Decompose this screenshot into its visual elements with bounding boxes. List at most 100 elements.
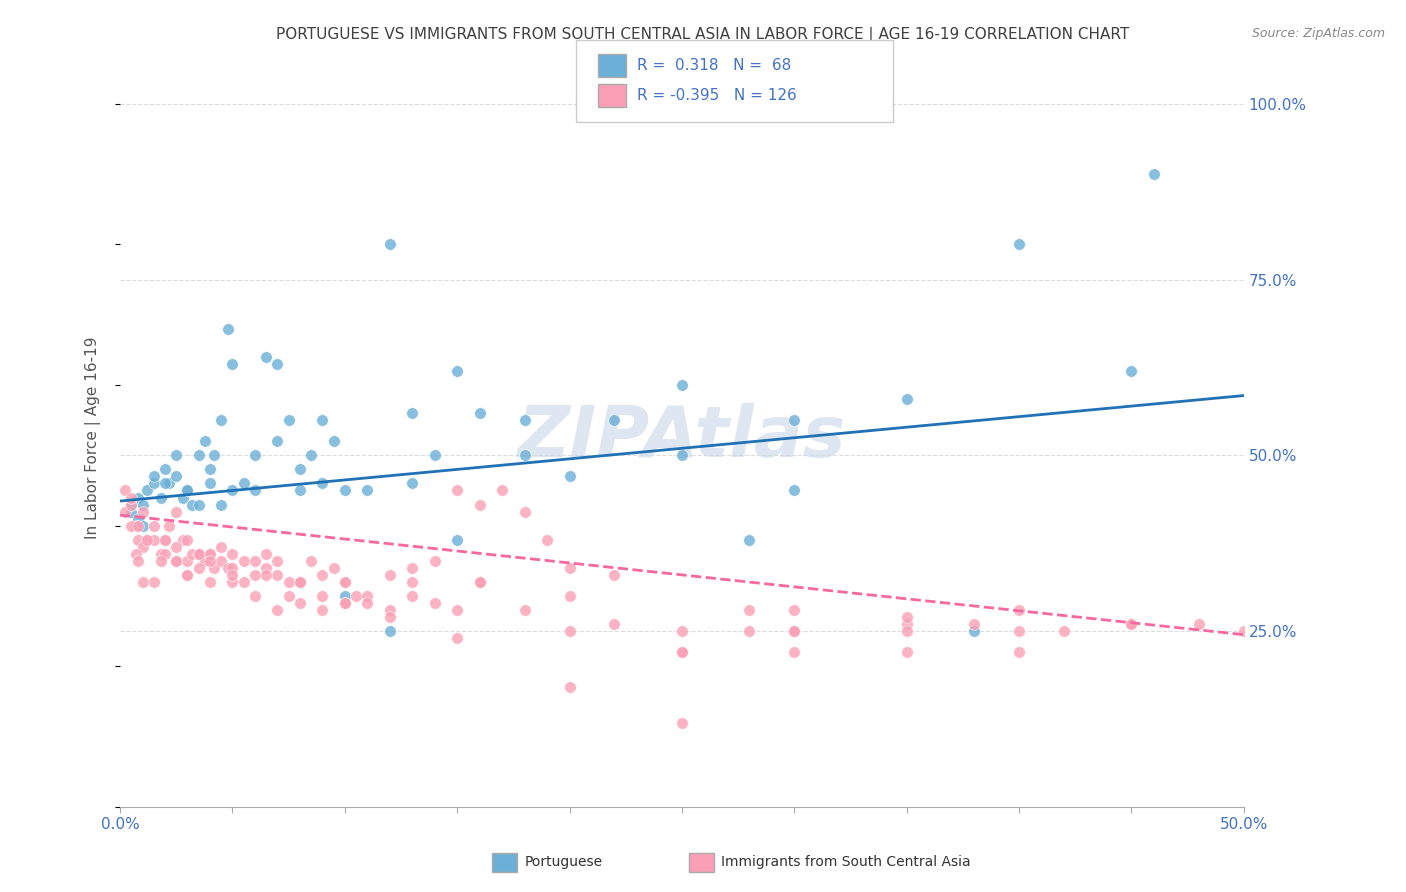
Point bbox=[963, 617, 986, 632]
Point bbox=[153, 533, 176, 547]
Point bbox=[153, 533, 176, 547]
Point bbox=[142, 518, 165, 533]
Point bbox=[1008, 624, 1031, 639]
Point bbox=[513, 413, 536, 427]
Point bbox=[288, 574, 311, 589]
Point bbox=[468, 574, 491, 589]
Point bbox=[125, 518, 148, 533]
Point bbox=[127, 533, 149, 547]
Point bbox=[221, 568, 243, 582]
Point bbox=[783, 413, 806, 427]
Point bbox=[187, 547, 209, 561]
Point bbox=[311, 476, 333, 491]
Point bbox=[165, 554, 187, 568]
Point bbox=[176, 483, 198, 498]
Point bbox=[142, 476, 165, 491]
Point bbox=[204, 448, 226, 462]
Point bbox=[165, 505, 187, 519]
Point bbox=[738, 603, 761, 617]
Point bbox=[311, 603, 333, 617]
Point bbox=[1143, 167, 1166, 181]
Point bbox=[558, 469, 581, 483]
Point bbox=[243, 554, 266, 568]
Text: Portuguese: Portuguese bbox=[524, 855, 603, 869]
Point bbox=[513, 505, 536, 519]
Point bbox=[243, 568, 266, 582]
Point bbox=[114, 483, 136, 498]
Point bbox=[446, 603, 468, 617]
Point bbox=[783, 624, 806, 639]
Point bbox=[131, 498, 153, 512]
Point bbox=[243, 483, 266, 498]
Point bbox=[131, 505, 153, 519]
Point bbox=[120, 498, 142, 512]
Point bbox=[277, 413, 299, 427]
Point bbox=[896, 624, 918, 639]
Point bbox=[1008, 603, 1031, 617]
Point bbox=[288, 574, 311, 589]
Point bbox=[243, 589, 266, 603]
Point bbox=[322, 434, 344, 449]
Point bbox=[136, 483, 159, 498]
Point bbox=[159, 476, 181, 491]
Point bbox=[125, 547, 148, 561]
Point bbox=[217, 561, 239, 575]
Point bbox=[165, 448, 187, 462]
Point bbox=[172, 533, 194, 547]
Point bbox=[513, 603, 536, 617]
Point bbox=[344, 589, 367, 603]
Point bbox=[277, 574, 299, 589]
Point bbox=[558, 624, 581, 639]
Point bbox=[333, 596, 356, 610]
Point bbox=[311, 413, 333, 427]
Point bbox=[299, 448, 322, 462]
Point bbox=[187, 561, 209, 575]
Point bbox=[194, 434, 217, 449]
Point bbox=[131, 518, 153, 533]
Text: R = -0.395   N = 126: R = -0.395 N = 126 bbox=[637, 88, 797, 103]
Point bbox=[232, 476, 254, 491]
Point bbox=[198, 547, 221, 561]
Point bbox=[142, 469, 165, 483]
Point bbox=[187, 547, 209, 561]
Point bbox=[468, 574, 491, 589]
Point bbox=[198, 547, 221, 561]
Point bbox=[198, 574, 221, 589]
Point bbox=[165, 554, 187, 568]
Point bbox=[1121, 364, 1143, 378]
Point bbox=[120, 491, 142, 505]
Point bbox=[1121, 617, 1143, 632]
Point bbox=[356, 589, 378, 603]
Point bbox=[333, 574, 356, 589]
Point bbox=[311, 568, 333, 582]
Point bbox=[288, 462, 311, 476]
Point bbox=[176, 483, 198, 498]
Point bbox=[401, 561, 423, 575]
Point bbox=[446, 533, 468, 547]
Point bbox=[558, 681, 581, 695]
Point bbox=[671, 715, 693, 730]
Point bbox=[401, 589, 423, 603]
Point bbox=[266, 357, 288, 371]
Point bbox=[333, 574, 356, 589]
Point bbox=[254, 561, 277, 575]
Point bbox=[423, 596, 446, 610]
Point bbox=[176, 568, 198, 582]
Point bbox=[266, 434, 288, 449]
Point bbox=[266, 568, 288, 582]
Point bbox=[127, 491, 149, 505]
Point bbox=[446, 483, 468, 498]
Point bbox=[288, 596, 311, 610]
Point bbox=[356, 596, 378, 610]
Point bbox=[671, 645, 693, 659]
Point bbox=[896, 645, 918, 659]
Point bbox=[333, 483, 356, 498]
Point bbox=[232, 554, 254, 568]
Point bbox=[198, 462, 221, 476]
Point bbox=[423, 448, 446, 462]
Point bbox=[783, 624, 806, 639]
Point bbox=[254, 350, 277, 364]
Text: PORTUGUESE VS IMMIGRANTS FROM SOUTH CENTRAL ASIA IN LABOR FORCE | AGE 16-19 CORR: PORTUGUESE VS IMMIGRANTS FROM SOUTH CENT… bbox=[277, 27, 1129, 43]
Point bbox=[401, 406, 423, 420]
Point bbox=[198, 476, 221, 491]
